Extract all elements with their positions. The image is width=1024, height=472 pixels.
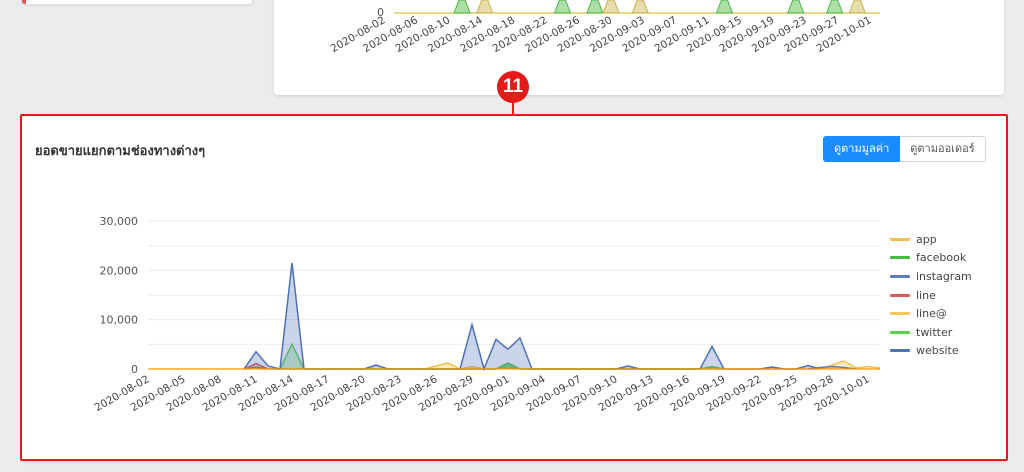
card-title: ยอดขายแยกตามช่องทางต่างๆ [35, 144, 206, 159]
view-mode-toggle: ดูตามมูลค่า ดูตามออเดอร์ [823, 136, 986, 162]
chart-series [148, 262, 881, 372]
daily-sales-chart-marks [394, 0, 880, 14]
series-line-website [243, 262, 821, 372]
daily-sales-chart-card [274, 0, 1004, 95]
top-chart-peak [453, 0, 471, 14]
top-chart-peak [787, 0, 805, 14]
legend-label: facebook [916, 251, 967, 265]
series-line-line@ [459, 365, 485, 370]
daily-sales-chart: 2020-08-022020-08-062020-08-102020-08-14… [329, 0, 880, 55]
top-chart-peak [586, 0, 604, 14]
top-chart-peak [631, 0, 649, 14]
legend-swatch [890, 330, 910, 334]
top-chart-peak [715, 0, 734, 14]
sales-by-channel-chart: 0 10,000 20,000 30,000 2020-08-022020-08-05… [93, 215, 881, 414]
series-line-line [243, 362, 269, 370]
legend-item-website[interactable]: website [890, 342, 972, 361]
step-connector-line [512, 102, 514, 115]
top-chart-peak [848, 0, 867, 14]
top-chart-peak [825, 0, 844, 14]
summary-card [22, 0, 252, 4]
legend-label: line [916, 288, 936, 302]
legend-label: line@ [916, 307, 947, 321]
series-area-website [244, 262, 820, 369]
y-tick-label: 30,000 [100, 215, 139, 228]
legend-item-facebook[interactable]: facebook [890, 249, 972, 268]
legend-swatch [890, 293, 910, 297]
legend-swatch [890, 256, 910, 260]
view-by-value-button[interactable]: ดูตามมูลค่า [823, 136, 901, 162]
legend-label: twitter [916, 325, 953, 339]
legend-swatch [890, 237, 910, 241]
top-chart-peak [602, 0, 620, 14]
legend-item-twitter[interactable]: twitter [890, 323, 972, 342]
legend-label: website [916, 344, 959, 358]
y-tick-label: 10,000 [100, 314, 139, 327]
daily-sales-chart-xticks: 2020-08-022020-08-062020-08-102020-08-14… [329, 14, 874, 55]
legend-swatch [890, 349, 910, 353]
legend-label: instagram [916, 269, 972, 283]
legend-label: app [916, 232, 937, 246]
y-tick-label: 0 [131, 363, 138, 376]
legend-item-line-at[interactable]: line@ [890, 304, 972, 323]
legend-item-instagram[interactable]: instagram [890, 267, 972, 286]
top-chart-peak [553, 0, 572, 14]
series-area-line [244, 363, 268, 369]
chart-yticks: 0 10,000 20,000 30,000 [100, 215, 139, 376]
chart-xticks: 2020-08-022020-08-052020-08-082020-08-11… [93, 373, 872, 414]
legend-item-app[interactable]: app [890, 230, 972, 249]
top-chart-peak [475, 0, 494, 14]
view-by-orders-button[interactable]: ดูตามออเดอร์ [900, 136, 986, 162]
daily-sales-chart-zero-label: 0 [377, 6, 384, 19]
y-tick-label: 20,000 [100, 264, 139, 277]
series-area-app [424, 361, 880, 369]
legend-swatch [890, 274, 910, 278]
legend-item-line[interactable]: line [890, 286, 972, 305]
legend-swatch [890, 312, 910, 316]
sales-by-channel-card: ยอดขายแยกตามช่องทางต่างๆ ดูตามมูลค่า ดูต… [22, 116, 1006, 461]
step-number-badge: 11 [497, 71, 529, 103]
chart-legend: app facebook instagram line line@ twitter webs… [890, 230, 972, 360]
series-line-twitter [279, 342, 725, 370]
